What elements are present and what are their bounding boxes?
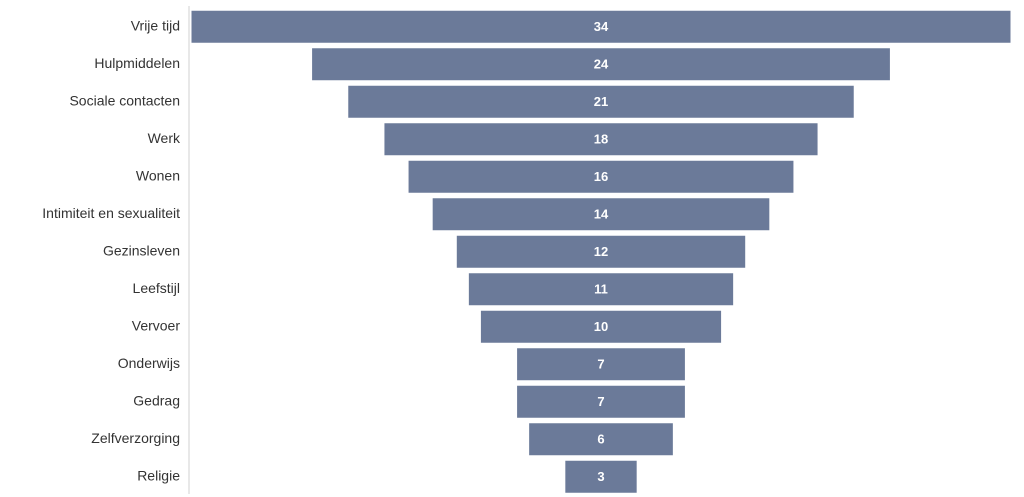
category-label: Leefstijl	[133, 280, 180, 296]
bar	[431, 197, 771, 232]
category-label: Religie	[137, 467, 180, 483]
bar	[564, 459, 638, 494]
category-label: Onderwijs	[118, 355, 180, 371]
bar	[516, 347, 686, 382]
bar	[311, 47, 891, 82]
category-label: Gedrag	[133, 392, 180, 408]
bar	[467, 272, 735, 307]
bar	[528, 422, 674, 457]
value-label: 18	[594, 132, 608, 147]
value-label: 14	[594, 207, 609, 222]
category-label: Werk	[148, 130, 181, 146]
category-label: Sociale contacten	[69, 92, 180, 108]
category-label: Vervoer	[132, 317, 181, 333]
bar	[455, 234, 747, 269]
value-label: 21	[594, 94, 608, 109]
value-label: 10	[594, 319, 608, 334]
value-label: 11	[594, 282, 608, 297]
category-label: Hulpmiddelen	[94, 55, 180, 71]
bar	[347, 84, 855, 119]
bar	[190, 9, 1012, 44]
value-label: 12	[594, 244, 608, 259]
value-label: 7	[597, 394, 604, 409]
bar	[383, 122, 819, 157]
value-label: 6	[597, 432, 604, 447]
category-label: Intimiteit en sexualiteit	[42, 205, 180, 221]
value-label: 34	[594, 19, 609, 34]
category-label: Gezinsleven	[103, 242, 180, 258]
value-label: 24	[594, 57, 609, 72]
bar	[479, 309, 723, 344]
value-label: 16	[594, 169, 608, 184]
category-label: Zelfverzorging	[91, 430, 180, 446]
value-label: 7	[597, 357, 604, 372]
category-label: Vrije tijd	[131, 17, 180, 33]
value-label: 3	[597, 469, 604, 484]
category-label: Wonen	[136, 167, 180, 183]
bar	[516, 384, 686, 419]
bar	[407, 159, 795, 194]
